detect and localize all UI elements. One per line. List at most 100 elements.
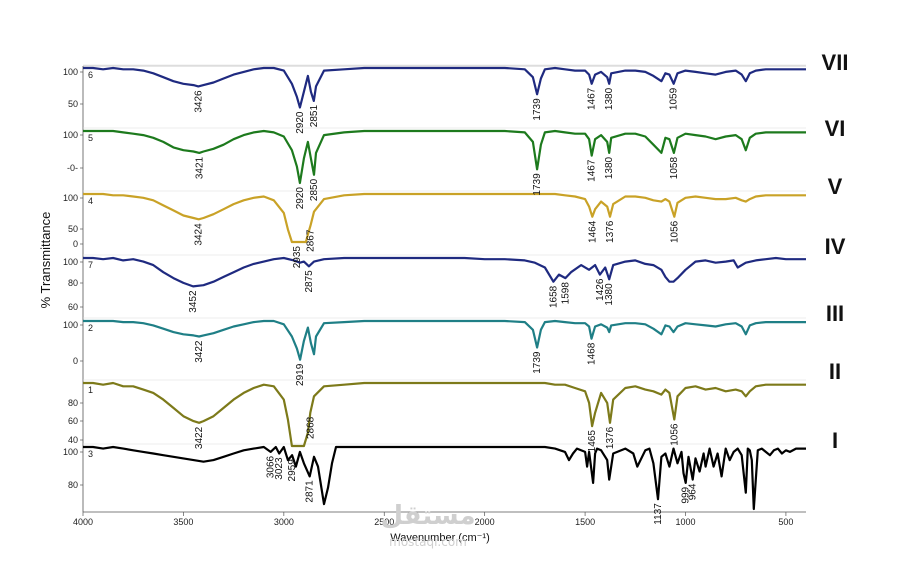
y-tick-label: 100 [63,320,78,330]
peak-label: 3426 [193,90,204,113]
peak-label: 2959 [287,459,298,482]
peak-label: 1468 [586,342,597,365]
series-layer [83,66,806,511]
y-tick-label: 80 [68,278,78,288]
peak-label: 964 [688,483,699,500]
series-index-label: 2 [88,323,93,333]
panel-separators [83,64,806,445]
y-tick-label: 60 [68,302,78,312]
x-tick-label: 3000 [274,517,294,527]
series-index-label: 4 [88,196,93,206]
peak-label: 1376 [605,426,616,449]
y-tick-label: 100 [63,447,78,457]
series-line-I [83,445,806,511]
series-index-label: 3 [88,449,93,459]
peak-label: 2868 [305,416,316,439]
peak-label: 1739 [532,173,543,196]
peak-label: 1056 [669,220,680,243]
series-roman-label: VI [825,116,846,141]
peak-label: 2919 [295,363,306,386]
peak-label: 1739 [532,351,543,374]
series-index-label: 6 [88,70,93,80]
y-tick-label: 60 [68,416,78,426]
y-tick-label: 100 [63,193,78,203]
peak-label: 1464 [587,220,598,243]
x-tick-label: 1500 [575,517,595,527]
series-line-V [83,192,806,244]
peak-label: 2851 [309,105,320,128]
peak-label: 3424 [194,223,205,246]
series-roman-label: V [828,174,843,199]
watermark-arabic: مستقل [380,501,475,531]
x-tick-label: 2000 [475,517,495,527]
peak-label: 3066 [266,455,277,478]
y-tick-label: 100 [63,257,78,267]
series-line-II [83,381,806,448]
peak-label: 3452 [188,290,199,313]
peak-label: 3421 [194,156,205,179]
series-index-label: 1 [88,385,93,395]
x-tick-label: 1000 [675,517,695,527]
x-tick-label: 4000 [73,517,93,527]
series-line-IV [83,256,806,288]
y-tick-label: 0 [73,239,78,249]
peak-label: 1380 [604,156,615,179]
peak-label: 3422 [194,426,205,449]
series-line-VI [83,129,806,185]
series-roman-label: VII [822,50,849,75]
peak-label: 2935 [292,246,303,269]
y-tick-label: 80 [68,398,78,408]
watermark: مستقل mostaqi.com [380,501,475,549]
peak-label: 1465 [587,430,598,453]
y-axis-label: % Transmittance [38,212,53,309]
y-tick-label: 50 [68,224,78,234]
peak-label: 1058 [669,157,680,180]
series-line-III [83,319,806,361]
peak-label: 1467 [587,87,598,110]
series-index-label: 7 [88,260,93,270]
y-tick-label: 100 [63,130,78,140]
y-tick-label: 0 [73,356,78,366]
peak-label: 1380 [604,87,615,110]
x-axis-label: Wavenumber (cm⁻¹) [390,532,490,544]
x-tick-label: 3500 [173,517,193,527]
series-roman-label: III [826,301,844,326]
peak-label: 1658 [548,285,559,308]
series-roman-label: IV [825,234,846,259]
peak-label: 3422 [194,340,205,363]
series-roman-label: I [832,428,838,453]
peak-label: 3023 [274,457,285,480]
peak-label: 1598 [560,282,571,305]
y-tick-layer: 6 100 50 5 100 -0- 4 100 50 0 7 100 80 60 2 100 0 1 80 60 40… [63,67,93,490]
peak-label: 2875 [304,270,315,293]
x-tick-label: 2500 [374,517,394,527]
peak-label: 1376 [605,220,616,243]
watermark-latin: mostaqi.com [389,535,467,549]
series-index-label: 5 [88,133,93,143]
peak-label: 1426 [595,278,606,301]
x-tick-label: 500 [778,517,793,527]
peak-label: 1137 [653,503,664,525]
peak-label: 2871 [305,480,316,503]
series-roman-label: II [829,359,841,384]
x-tick-layer: 4000 3500 3000 2500 2000 1500 1000 500 [73,512,793,527]
peak-label: 2920 [295,187,306,210]
y-tick-label: -0- [67,163,78,173]
peak-label: 2850 [309,178,320,201]
y-tick-label: 40 [68,435,78,445]
peak-label: 2920 [295,111,306,134]
peak-label: 1056 [669,423,680,446]
series-line-VII [83,66,806,109]
y-tick-label: 100 [63,67,78,77]
peak-label: 1739 [532,98,543,121]
peak-label: 2867 [305,229,316,252]
peak-label: 1380 [604,283,615,306]
peak-label: 1467 [587,159,598,182]
y-tick-label: 50 [68,99,78,109]
peak-label: 999 [681,486,692,503]
y-tick-label: 80 [68,480,78,490]
